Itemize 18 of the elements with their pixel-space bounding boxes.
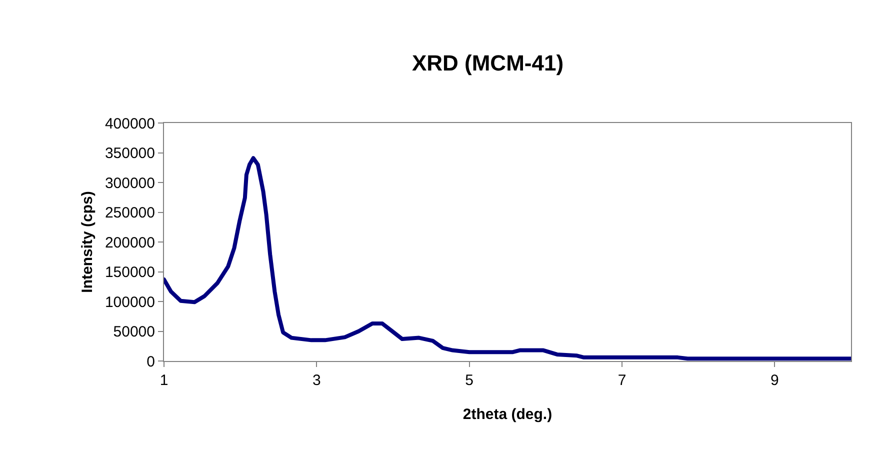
chart-title: XRD (MCM-41) bbox=[412, 50, 564, 76]
y-tick-label: 0 bbox=[146, 353, 155, 370]
y-tick-label: 300000 bbox=[104, 174, 155, 192]
y-tick-label: 250000 bbox=[104, 204, 155, 222]
x-tick-label: 1 bbox=[160, 372, 168, 389]
y-tick-label: 50000 bbox=[113, 324, 155, 340]
y-tick-label: 400000 bbox=[104, 115, 155, 132]
line-series bbox=[164, 156, 851, 361]
y-tick-label: 150000 bbox=[104, 264, 155, 281]
x-axis-title: 2theta (deg.) bbox=[462, 406, 552, 423]
y-tick-label: 200000 bbox=[104, 234, 155, 252]
x-tick-label: 5 bbox=[465, 372, 474, 389]
y-tick-label: 100000 bbox=[104, 294, 155, 311]
y-axis-title: Intensity (cps) bbox=[79, 191, 96, 293]
x-tick-label: 7 bbox=[618, 372, 626, 389]
y-tick-label: 350000 bbox=[104, 145, 155, 162]
x-tick-label: 9 bbox=[770, 372, 779, 389]
x-tick-label: 3 bbox=[312, 372, 321, 389]
